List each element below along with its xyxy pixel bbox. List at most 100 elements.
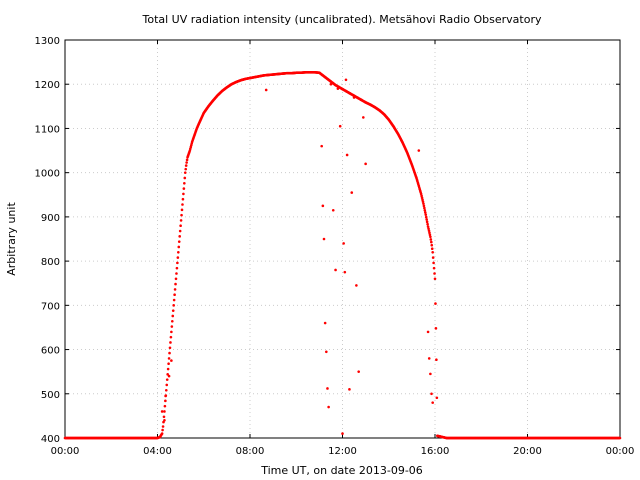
- y-tick-label: 900: [41, 213, 60, 224]
- x-tick-label: 00:00: [606, 446, 635, 457]
- data-point: [184, 167, 188, 171]
- data-point: [326, 387, 329, 390]
- data-point: [421, 198, 424, 202]
- data-point: [423, 208, 427, 212]
- data-point: [359, 98, 363, 101]
- data-point: [167, 362, 170, 366]
- data-point: [618, 436, 622, 440]
- data-point: [427, 357, 431, 360]
- y-axis-label: Arbitrary unit: [5, 202, 18, 276]
- data-point: [182, 187, 186, 190]
- data-point: [166, 373, 169, 376]
- grid-lines: [65, 40, 620, 438]
- data-point: [434, 327, 438, 330]
- data-point: [432, 261, 435, 265]
- data-point: [320, 144, 323, 148]
- data-point: [425, 220, 429, 224]
- data-point: [422, 204, 426, 208]
- data-point: [420, 194, 423, 198]
- data-point: [171, 314, 175, 318]
- data-point: [166, 367, 170, 371]
- data-point: [422, 202, 425, 205]
- data-point: [345, 153, 349, 157]
- data-point: [169, 335, 173, 339]
- data-point: [435, 358, 438, 362]
- data-point: [174, 277, 178, 281]
- data-point: [170, 325, 174, 328]
- data-point: [160, 410, 164, 413]
- data-point: [162, 415, 166, 419]
- y-tick-label: 500: [41, 390, 60, 401]
- data-point: [430, 240, 433, 244]
- data-point: [165, 378, 169, 381]
- x-tick-label: 16:00: [421, 446, 450, 457]
- data-point: [431, 250, 434, 254]
- data-point: [331, 208, 335, 212]
- data-point: [427, 227, 430, 230]
- data-point: [181, 203, 184, 206]
- data-point: [431, 256, 435, 259]
- data-point: [430, 243, 434, 247]
- data-point: [427, 229, 431, 232]
- data-point: [341, 432, 344, 435]
- data-point: [177, 245, 181, 249]
- data-point: [431, 401, 434, 404]
- data-point: [179, 219, 183, 222]
- data-point: [423, 206, 426, 210]
- y-tick-label: 1100: [35, 124, 60, 135]
- data-point: [327, 405, 330, 409]
- data-point: [362, 116, 365, 119]
- data-point: [164, 399, 167, 403]
- data-point: [428, 233, 432, 237]
- x-tick-label: 20:00: [513, 446, 542, 457]
- data-point: [421, 200, 425, 203]
- data-point: [424, 215, 428, 219]
- data-point: [434, 302, 437, 305]
- data-point: [185, 161, 188, 164]
- data-point: [175, 272, 178, 275]
- data-point: [428, 231, 431, 235]
- data-point: [321, 204, 325, 208]
- data-point: [348, 388, 351, 391]
- data-point: [343, 270, 347, 274]
- data-point: [329, 82, 333, 86]
- data-point: [429, 235, 432, 239]
- x-tick-label: 12:00: [328, 446, 357, 457]
- data-point: [429, 238, 433, 241]
- data-point: [171, 309, 175, 312]
- data-point: [181, 197, 185, 201]
- data-point: [182, 192, 185, 196]
- x-axis-label: Time UT, on date 2013-09-06: [260, 464, 423, 477]
- data-point: [183, 176, 187, 180]
- data-point: [165, 383, 169, 387]
- data-point: [167, 374, 171, 378]
- data-point: [433, 272, 436, 275]
- data-point: [336, 87, 340, 90]
- data-point: [334, 268, 337, 272]
- data-point: [417, 149, 421, 152]
- data-points: [63, 70, 622, 440]
- data-point: [325, 350, 328, 354]
- x-tick-label: 04:00: [143, 446, 172, 457]
- data-point: [429, 372, 432, 376]
- data-point: [161, 425, 165, 428]
- data-point: [160, 432, 164, 435]
- data-point: [183, 181, 186, 185]
- data-point: [171, 319, 174, 323]
- data-point: [175, 266, 179, 270]
- plot-frame: [64, 39, 621, 439]
- data-point: [161, 428, 164, 432]
- y-tick-label: 400: [41, 434, 60, 445]
- data-point: [170, 359, 173, 362]
- data-point: [364, 162, 367, 166]
- data-point: [184, 164, 188, 167]
- data-point: [352, 96, 356, 99]
- data-point: [168, 351, 171, 355]
- data-point: [178, 229, 182, 233]
- data-point: [163, 419, 166, 422]
- data-point: [173, 288, 177, 291]
- y-tick-label: 600: [41, 346, 60, 357]
- data-point: [172, 298, 176, 302]
- data-point: [424, 213, 428, 216]
- data-point: [420, 196, 424, 200]
